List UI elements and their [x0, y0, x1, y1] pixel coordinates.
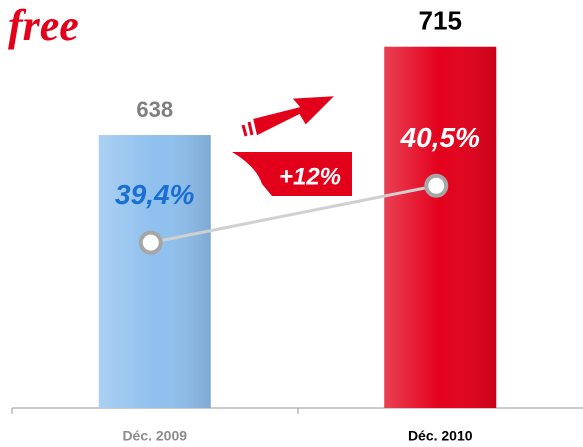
- bar-value-label: 638: [136, 97, 173, 122]
- bar-value-label: 715: [419, 6, 462, 36]
- line-point: [138, 230, 163, 255]
- bar-shade: [384, 46, 497, 408]
- x-tick-label: Déc. 2010: [408, 428, 473, 444]
- line-point: [424, 173, 449, 198]
- logo: free: [8, 1, 79, 50]
- line: [150, 184, 437, 245]
- line-value-label: 40,5%: [400, 122, 480, 153]
- line-value-label: 39,4%: [115, 179, 194, 210]
- growth-arrow: [241, 96, 334, 137]
- bar-shade: [98, 135, 211, 408]
- growth-label: +12%: [279, 163, 341, 190]
- growth-flag: [232, 152, 352, 196]
- x-tick-label: Déc. 2009: [122, 428, 187, 444]
